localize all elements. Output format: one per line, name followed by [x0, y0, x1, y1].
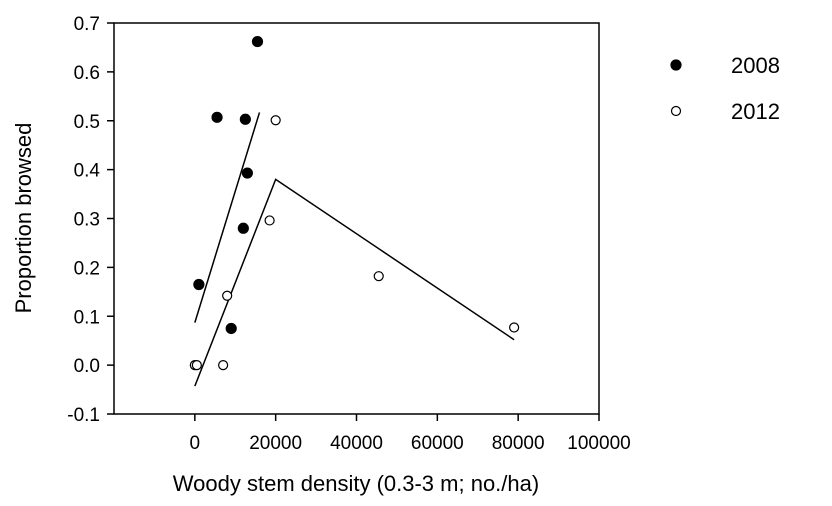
fit-lines — [194, 112, 515, 387]
data-point-2008 — [225, 322, 237, 335]
data-point-2012 — [222, 290, 233, 301]
y-tick-label: 0.5 — [74, 112, 100, 133]
y-tick-label: 0.4 — [74, 161, 101, 182]
x-tick-label: 100000 — [567, 433, 630, 454]
x-tick-label: 0 — [190, 433, 201, 454]
y-tick-label: 0.6 — [74, 63, 100, 84]
legend-marker-2008 — [670, 59, 682, 71]
y-axis-title: Proportion browsed — [11, 123, 36, 314]
data-point-2008 — [239, 113, 251, 125]
legend-label-2008: 2008 — [731, 53, 780, 78]
data-points — [189, 35, 520, 371]
x-axis-title: Woody stem density (0.3-3 m; no./ha) — [173, 471, 539, 496]
data-point-2008 — [193, 278, 205, 291]
data-point-2012 — [509, 322, 520, 333]
legend-marker-2012 — [670, 105, 682, 117]
legend-label-2012: 2012 — [731, 99, 780, 124]
y-tick-label: 0.0 — [74, 356, 100, 377]
data-point-2008 — [251, 35, 264, 48]
data-point-2008 — [241, 167, 253, 179]
data-point-2012 — [264, 215, 275, 226]
y-tick-label: 0.1 — [74, 307, 100, 328]
legend: 2008 2012 — [670, 53, 780, 124]
x-tick-label: 40000 — [330, 433, 383, 454]
y-tick-label: -0.1 — [67, 405, 100, 426]
data-point-2012 — [218, 360, 229, 371]
data-point-2008 — [237, 222, 249, 234]
data-point-2012 — [270, 115, 281, 126]
y-axis-ticks: -0.1 0.0 0.1 0.2 0.3 0.4 0.5 0.6 0.7 — [67, 14, 114, 426]
data-point-2012 — [191, 360, 202, 371]
y-tick-label: 0.7 — [74, 14, 100, 35]
x-tick-label: 20000 — [249, 433, 302, 454]
fit-line-2008 — [194, 112, 261, 323]
fit-line-2012 — [194, 178, 515, 387]
x-axis-ticks: 0 20000 40000 60000 80000 100000 — [190, 414, 631, 454]
x-tick-label: 60000 — [411, 433, 464, 454]
x-tick-label: 80000 — [492, 433, 545, 454]
plot-frame — [113, 22, 600, 415]
y-tick-label: 0.3 — [74, 210, 100, 231]
data-point-2012 — [373, 271, 384, 282]
y-tick-label: 0.2 — [74, 258, 100, 279]
data-point-2008 — [211, 111, 223, 123]
